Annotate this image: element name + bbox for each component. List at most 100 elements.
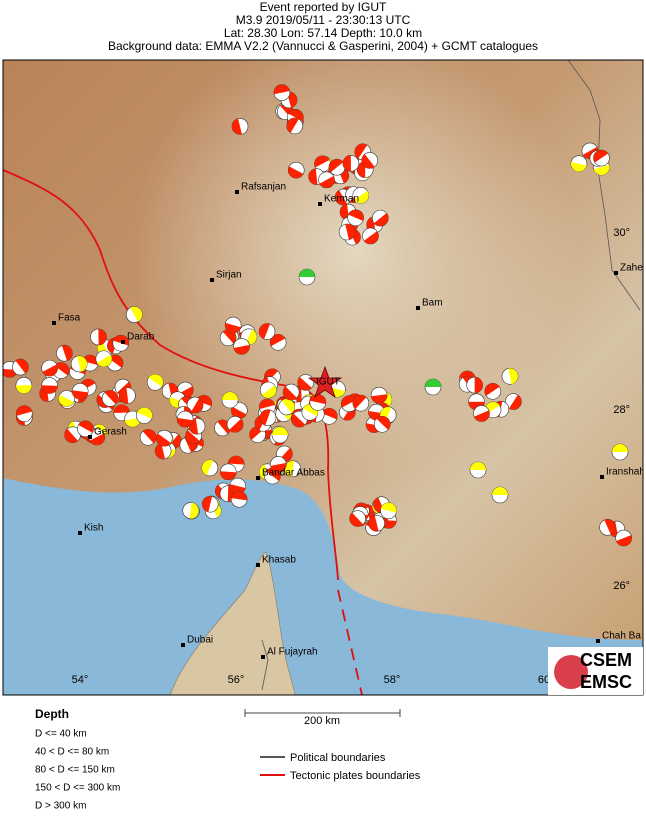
ball-quadrant bbox=[225, 322, 241, 334]
ball-quadrant bbox=[185, 430, 200, 444]
header-line: Lat: 28.30 Lon: 57.14 Depth: 10.0 km bbox=[224, 26, 422, 40]
ball-quadrant bbox=[119, 387, 129, 404]
ball-quadrant bbox=[202, 496, 213, 512]
depth-class: 150 < D <= 300 km bbox=[35, 783, 120, 794]
ball-quadrant bbox=[612, 444, 628, 452]
ball-quadrant bbox=[64, 428, 78, 443]
focal-mechanism bbox=[298, 268, 316, 286]
ball-quadrant bbox=[604, 519, 616, 535]
ball-quadrant bbox=[155, 443, 166, 460]
focal-mechanism bbox=[368, 514, 385, 532]
city-label: Fasa bbox=[58, 313, 81, 324]
city-dot bbox=[614, 271, 618, 275]
city-dot bbox=[256, 476, 260, 480]
focal-mechanism bbox=[64, 426, 81, 444]
ball-quadrant bbox=[245, 329, 257, 345]
ball-quadrant bbox=[130, 306, 143, 322]
epicenter-label: IGUT bbox=[316, 377, 340, 388]
focal-mechanism bbox=[136, 407, 153, 424]
ball-quadrant bbox=[593, 150, 609, 163]
longitude-label: 54° bbox=[72, 674, 89, 686]
ball-quadrant bbox=[259, 323, 270, 340]
focal-mechanism bbox=[221, 391, 239, 409]
focal-mechanism bbox=[146, 373, 164, 391]
ball-quadrant bbox=[78, 420, 94, 433]
focal-mechanism bbox=[352, 394, 370, 412]
longitude-label: 58° bbox=[384, 674, 401, 686]
focal-mechanism bbox=[88, 428, 106, 446]
ball-quadrant bbox=[156, 433, 171, 447]
focal-mechanism bbox=[101, 390, 119, 407]
city-label: Rafsanjan bbox=[241, 182, 286, 193]
focal-mechanism bbox=[41, 377, 58, 394]
ball-quadrant bbox=[376, 416, 391, 430]
city-dot bbox=[600, 475, 604, 479]
ball-quadrant bbox=[177, 417, 194, 428]
focal-mechanism bbox=[297, 374, 314, 391]
legend-title: Depth bbox=[35, 707, 69, 721]
ball-quadrant bbox=[310, 394, 326, 405]
focal-mechanism bbox=[466, 376, 483, 394]
ball-quadrant bbox=[373, 213, 389, 227]
ball-quadrant bbox=[371, 394, 388, 404]
city-dot bbox=[416, 306, 420, 310]
city-label: Dubai bbox=[187, 635, 213, 646]
ball-quadrant bbox=[273, 84, 290, 95]
ball-quadrant bbox=[484, 383, 500, 396]
focal-mechanism bbox=[231, 118, 249, 135]
ball-quadrant bbox=[42, 364, 58, 377]
focal-mechanism bbox=[615, 529, 632, 547]
ball-quadrant bbox=[348, 209, 364, 221]
focal-mechanism bbox=[570, 155, 588, 172]
ball-quadrant bbox=[136, 407, 153, 419]
graticule-labels: 54° 56° 58° 60 30° 28° 26° bbox=[72, 227, 630, 686]
focal-mechanism bbox=[70, 355, 88, 373]
ball-quadrant bbox=[492, 487, 508, 495]
focal-mechanism bbox=[71, 382, 89, 400]
header-line: M3.9 2019/05/11 - 23:30:13 UTC bbox=[236, 13, 411, 27]
ball-quadrant bbox=[222, 392, 238, 400]
legend-political: Political boundaries bbox=[290, 752, 386, 764]
focal-mechanism bbox=[491, 486, 509, 504]
ball-quadrant bbox=[570, 161, 587, 172]
focal-mechanism bbox=[352, 187, 370, 204]
city-dot bbox=[210, 278, 214, 282]
city-dot bbox=[235, 190, 239, 194]
latitude-label: 30° bbox=[613, 227, 630, 239]
focal-mechanism bbox=[354, 143, 372, 161]
ball-quadrant bbox=[231, 491, 248, 501]
focal-mechanism bbox=[271, 426, 289, 444]
ball-quadrant bbox=[15, 359, 29, 374]
ball-quadrant bbox=[98, 328, 107, 345]
ball-quadrant bbox=[196, 395, 212, 407]
focal-mechanism bbox=[188, 417, 206, 435]
ball-quadrant bbox=[340, 204, 349, 221]
ball-quadrant bbox=[232, 118, 242, 135]
city-label: Bandar Abbas bbox=[262, 468, 325, 479]
focal-mechanism bbox=[231, 402, 248, 419]
ball-quadrant bbox=[368, 515, 379, 532]
ball-quadrant bbox=[354, 190, 369, 204]
ball-quadrant bbox=[352, 395, 367, 410]
ball-quadrant bbox=[354, 143, 368, 159]
focal-mechanism bbox=[15, 405, 33, 422]
ball-quadrant bbox=[380, 502, 397, 513]
depth-class: 80 < D <= 150 km bbox=[35, 765, 115, 776]
focal-mechanism bbox=[230, 490, 248, 508]
ball-quadrant bbox=[72, 390, 89, 400]
focal-mechanism bbox=[226, 416, 244, 433]
ball-quadrant bbox=[259, 409, 271, 426]
focal-mechanism bbox=[284, 460, 302, 478]
focal-mechanisms bbox=[3, 84, 632, 547]
focal-mechanism bbox=[176, 410, 194, 428]
ball-quadrant bbox=[308, 168, 318, 185]
legend: Depth 200 km Political boundaries Tecton… bbox=[35, 707, 421, 811]
focal-mechanism bbox=[258, 323, 276, 340]
city-dot bbox=[121, 340, 125, 344]
logo-bottom: EMSC bbox=[580, 672, 632, 692]
focal-mechanism bbox=[349, 510, 366, 527]
focal-mechanism bbox=[484, 382, 502, 400]
focal-mechanism bbox=[224, 316, 242, 334]
focal-mechanism bbox=[119, 387, 136, 404]
ball-quadrant bbox=[108, 354, 124, 368]
